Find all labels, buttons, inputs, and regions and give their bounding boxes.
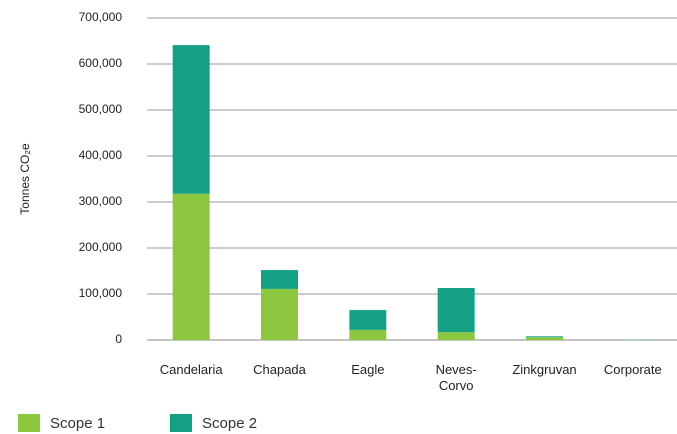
y-tick-label: 500,000 — [79, 102, 123, 116]
bar-segment — [526, 336, 563, 338]
bar-segment — [437, 288, 475, 333]
bar-segment — [261, 270, 298, 289]
bar-segment — [261, 288, 298, 340]
x-tick-label: Zinkgruvan — [512, 362, 577, 377]
legend-entry: Scope 2 — [170, 414, 257, 432]
x-tick-label: Candelaria — [159, 362, 223, 377]
bar-segment — [172, 45, 210, 194]
y-tick-label: 700,000 — [79, 10, 123, 24]
x-tick-label: Eagle — [351, 362, 385, 377]
y-tick-label: 100,000 — [79, 286, 123, 300]
y-tick-label: 300,000 — [79, 194, 123, 208]
y-tick-label: 400,000 — [79, 148, 123, 162]
legend-label: Scope 2 — [202, 414, 258, 432]
y-tick-label: 600,000 — [79, 56, 123, 70]
y-axis-label: Tonnes CO₂e — [18, 143, 32, 215]
legend-swatch — [170, 414, 192, 432]
bar-segment — [349, 329, 387, 340]
bar-segment — [526, 337, 563, 340]
y-tick-label: 0 — [115, 332, 122, 346]
bar-segment — [437, 332, 475, 340]
bar-segment — [172, 193, 210, 340]
legend-entry: Scope 1 — [18, 414, 105, 432]
legend-swatch — [18, 414, 40, 432]
x-tick-label: Neves-Corvo — [435, 362, 477, 393]
x-tick-label: Corporate — [603, 362, 662, 377]
x-tick-label: Chapada — [253, 362, 306, 377]
bar-segment — [349, 310, 387, 330]
legend-label: Scope 1 — [50, 414, 106, 432]
y-tick-label: 200,000 — [79, 240, 123, 254]
